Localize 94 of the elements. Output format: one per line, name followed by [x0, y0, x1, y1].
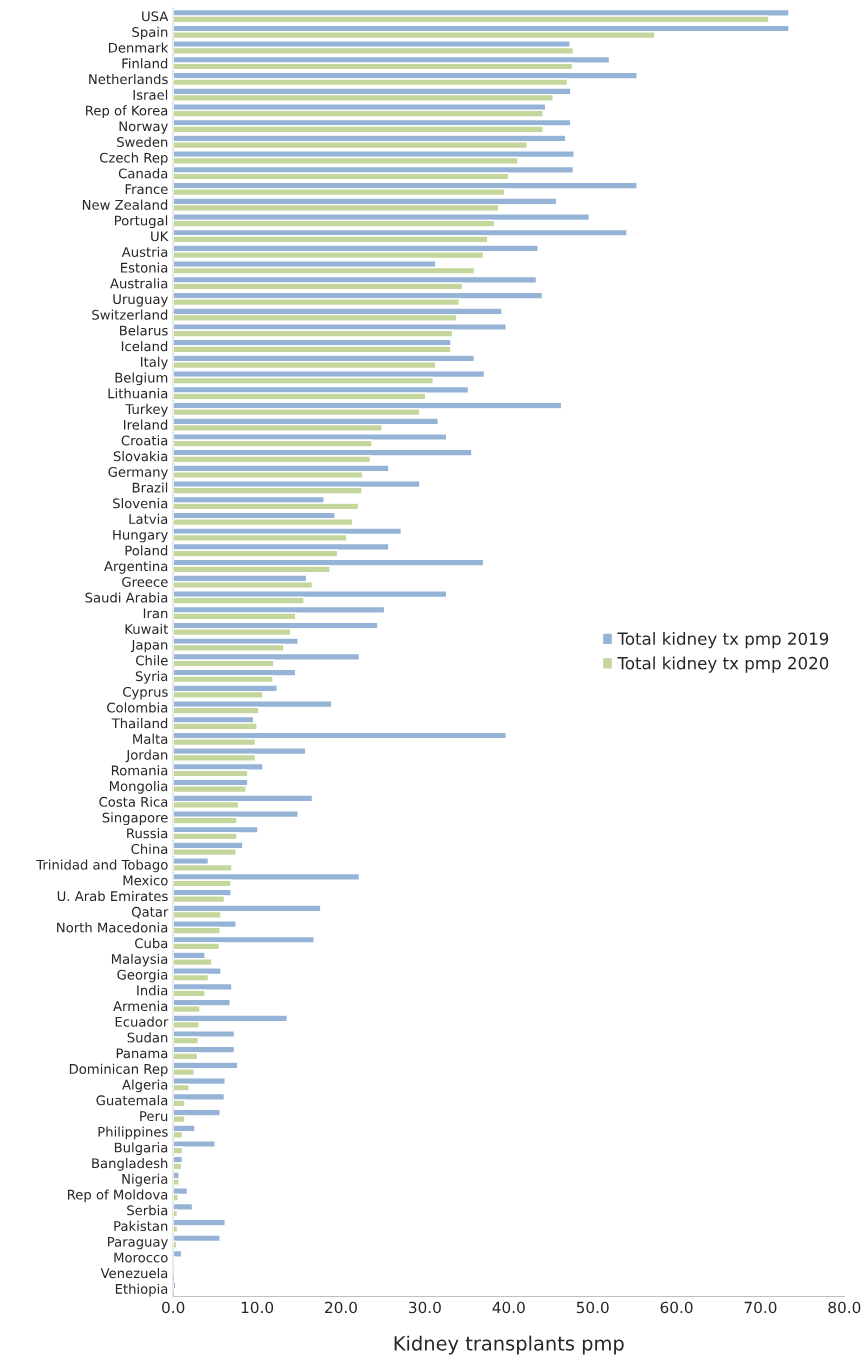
legend-label: Total kidney tx pmp 2020: [617, 656, 829, 673]
y-tick-label: Turkey: [125, 403, 168, 417]
y-tick-label: Czech Rep: [99, 152, 168, 166]
y-tick-label: Singapore: [102, 812, 168, 826]
y-tick-label: Armenia: [113, 1000, 168, 1012]
y-tick-label: Italy: [141, 356, 168, 370]
y-tick-label: Jordan: [125, 749, 168, 763]
legend-label: Total kidney tx pmp 2019: [617, 632, 829, 649]
y-tick-label: Uruguay: [113, 294, 168, 307]
y-tick-label: Rep of Moldova: [67, 1189, 168, 1203]
y-tick-label: Estonia: [121, 262, 168, 273]
y-tick-label: Croatia: [121, 435, 168, 446]
y-tick-label: Kuwait: [125, 623, 169, 635]
y-tick-label: Malaysia: [111, 953, 168, 967]
y-tick-label: Belarus: [120, 325, 168, 336]
y-tick-label: Switzerland: [92, 309, 168, 320]
y-tick-label: New Zealand: [82, 199, 168, 210]
x-tick-label: 0.0: [162, 1301, 185, 1314]
y-tick-label: Colombia: [107, 702, 168, 713]
y-tick-label: Georgia: [117, 969, 168, 983]
y-tick-label: Ecuador: [115, 1016, 169, 1027]
y-tick-label: Netherlands: [89, 73, 168, 85]
y-tick-label: U. Arab Emirates: [57, 890, 168, 902]
y-tick-label: Denmark: [108, 42, 169, 53]
y-tick-label: Austria: [121, 246, 168, 257]
x-axis-title: Kidney transplants pmp: [394, 1335, 624, 1355]
y-tick-label: Sweden: [117, 136, 168, 147]
y-tick-label: Portugal: [115, 215, 168, 229]
y-tick-label: Japan: [130, 639, 168, 653]
y-tick-label: Iceland: [121, 341, 168, 352]
y-tick-label: Trinidad and Tobago: [36, 859, 168, 873]
y-tick-label: Saudi Arabia: [85, 592, 168, 603]
y-tick-label: Guatemala: [96, 1095, 168, 1106]
y-tick-label: Qatar: [131, 906, 169, 919]
x-tick-label: 30.0: [409, 1301, 441, 1314]
y-tick-label: Mongolia: [109, 780, 168, 794]
y-tick-label: Cyprus: [123, 686, 168, 700]
y-tick-label: Syria: [135, 670, 168, 684]
y-tick-label: Rep of Korea: [86, 105, 168, 119]
y-tick-label: Canada: [118, 168, 168, 179]
y-tick-label: Chile: [136, 655, 168, 666]
y-tick-label: Germany: [108, 466, 168, 480]
y-tick-label: Thailand: [111, 718, 168, 729]
y-tick-label: Ireland: [124, 419, 168, 430]
y-tick-label: Peru: [140, 1111, 168, 1122]
x-tick-label: 10.0: [241, 1301, 274, 1314]
y-tick-label: Slovakia: [113, 450, 168, 462]
y-tick-label: Hungary: [113, 529, 168, 543]
y-tick-label: North Macedonia: [57, 922, 168, 933]
y-tick-label: Costa Rica: [99, 796, 168, 807]
y-tick-label: Sudan: [127, 1032, 168, 1043]
y-tick-label: Bangladesh: [92, 1157, 168, 1171]
y-tick-label: Ethiopia: [115, 1283, 168, 1297]
x-tick-label: 70.0: [744, 1301, 777, 1314]
x-tick-label: 20.0: [325, 1301, 357, 1314]
y-tick-label: Algeria: [122, 1079, 168, 1093]
y-tick-label: Poland: [125, 545, 168, 556]
y-tick-label: Brazil: [132, 482, 168, 493]
y-tick-label: Norway: [119, 121, 168, 134]
y-tick-label: UK: [151, 231, 169, 242]
y-tick-label: Pakistan: [114, 1220, 168, 1232]
y-tick-label: China: [131, 843, 168, 854]
y-tick-label: Argentina: [104, 560, 168, 574]
y-tick-label: Mexico: [123, 875, 168, 886]
y-tick-label: Australia: [110, 278, 168, 289]
x-tick-label: 50.0: [576, 1301, 609, 1314]
y-tick-label: India: [137, 985, 168, 996]
y-tick-label: France: [125, 184, 168, 195]
y-tick-label: Serbia: [127, 1205, 168, 1216]
x-tick-label: 60.0: [660, 1301, 693, 1314]
y-tick-label: Bulgaria: [114, 1142, 168, 1156]
y-tick-label: USA: [142, 11, 169, 22]
x-tick-label: 80.0: [828, 1301, 861, 1314]
y-tick-label: Belgium: [115, 372, 168, 386]
y-tick-label: Venezuela: [100, 1267, 168, 1279]
y-tick-label: Finland: [122, 58, 168, 69]
y-tick-label: Iran: [143, 608, 168, 619]
y-tick-label: Paraguay: [108, 1236, 168, 1250]
y-tick-label: Philippines: [98, 1126, 168, 1140]
x-tick-label: 40.0: [492, 1301, 525, 1314]
y-tick-label: Cuba: [135, 938, 168, 949]
y-tick-label: Nigeria: [122, 1173, 168, 1187]
y-tick-label: Slovenia: [113, 498, 168, 509]
y-tick-label: Romania: [111, 765, 168, 776]
y-tick-label: Morocco: [114, 1252, 168, 1263]
y-tick-label: Panama: [116, 1048, 168, 1059]
y-tick-label: Dominican Rep: [69, 1063, 168, 1077]
y-tick-label: Lithuania: [108, 388, 168, 399]
y-tick-label: Latvia: [129, 513, 168, 525]
y-tick-label: Malta: [133, 733, 168, 744]
y-tick-label: Spain: [132, 26, 168, 40]
y-tick-label: Greece: [122, 576, 168, 587]
y-tick-label: Russia: [127, 828, 168, 839]
y-tick-label: Israel: [133, 89, 168, 100]
